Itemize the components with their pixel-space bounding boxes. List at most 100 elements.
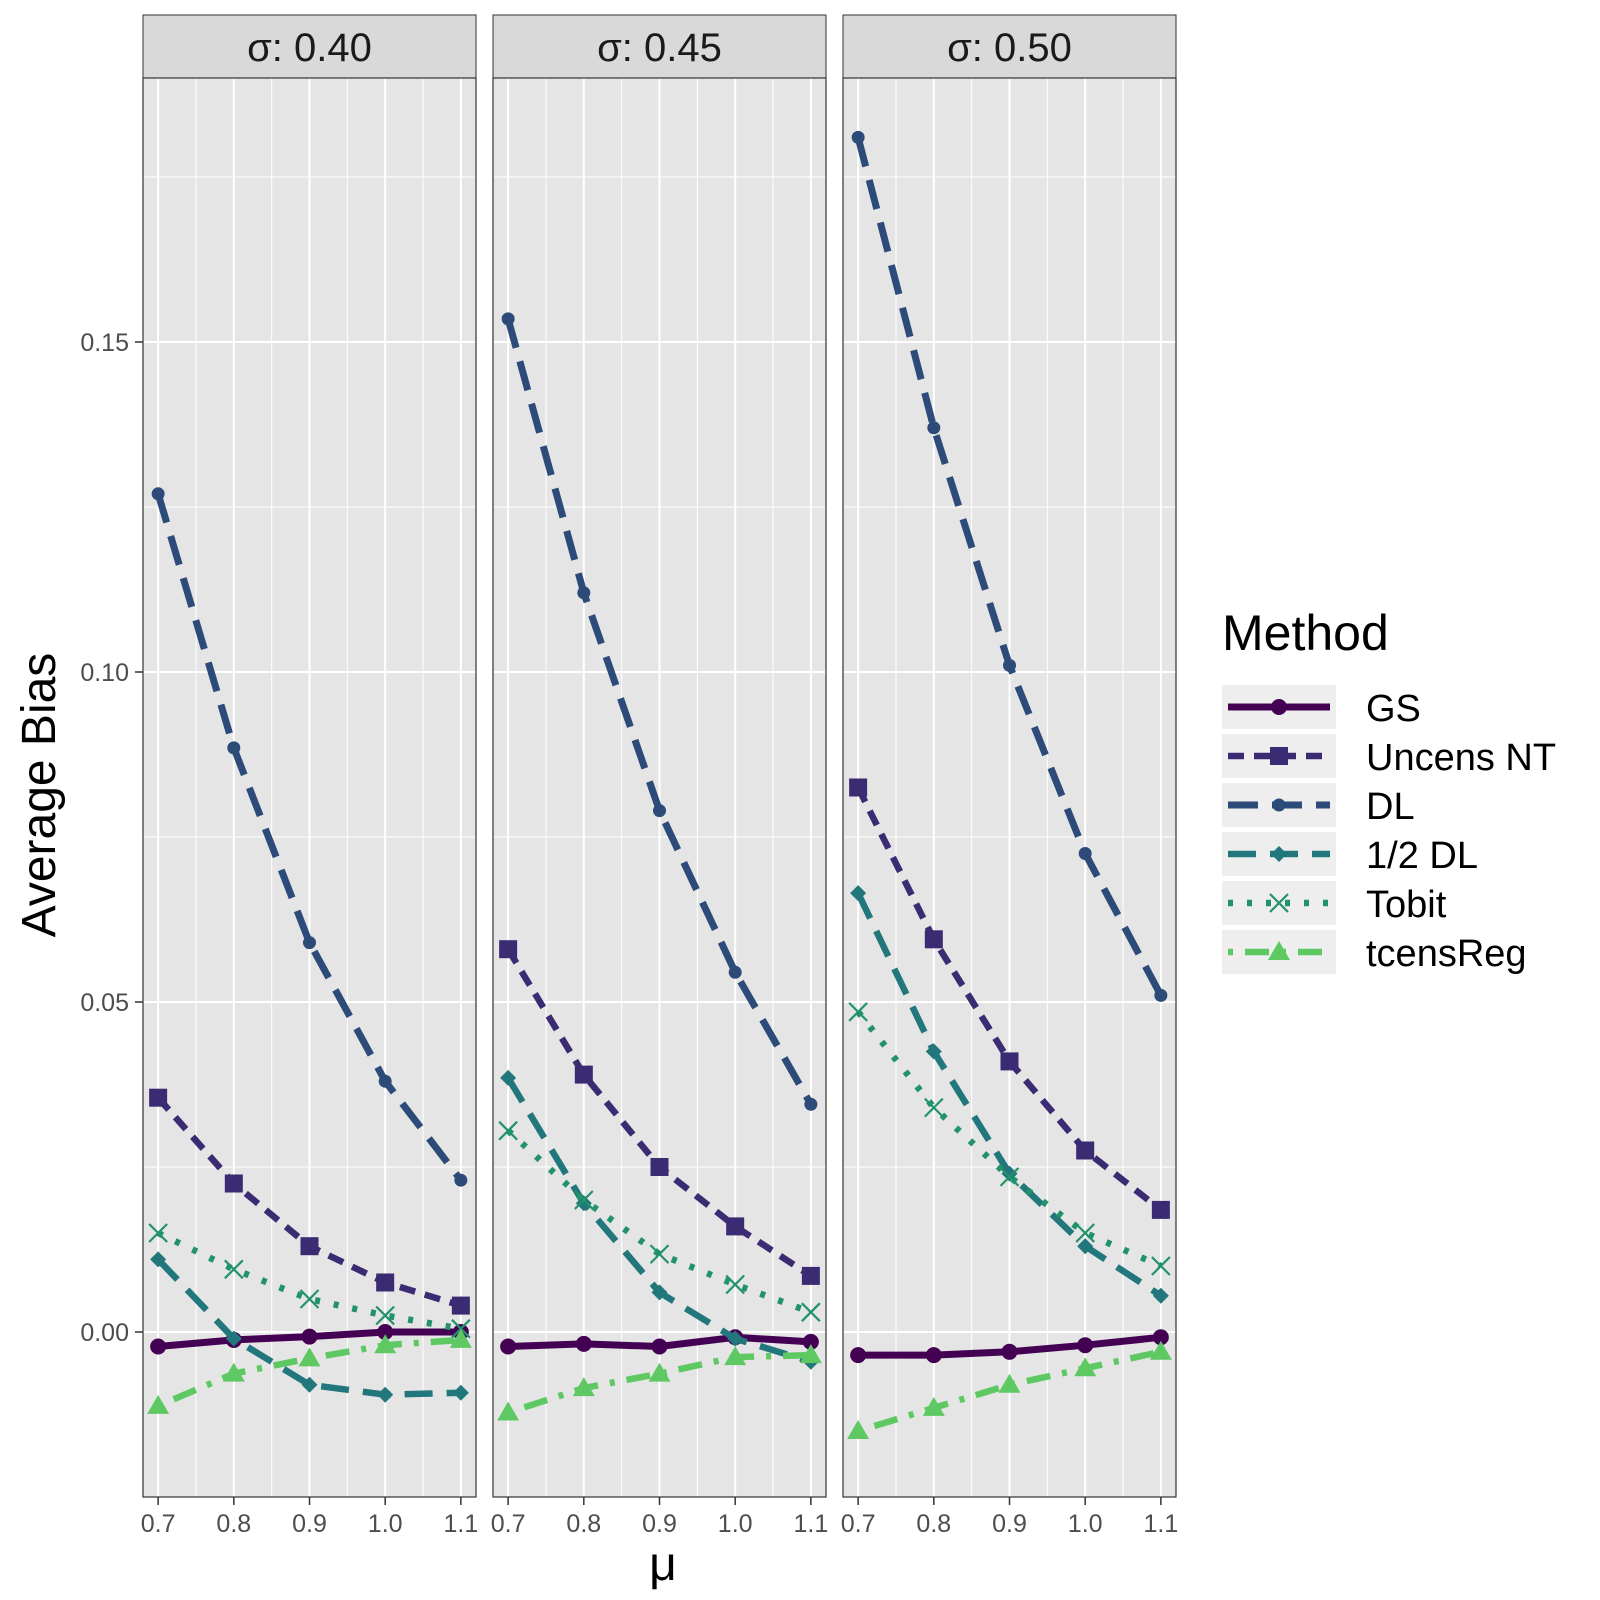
facet-strip-label: σ: 0.50 (947, 26, 1072, 70)
data-point-tobit (498, 1120, 518, 1141)
x-tick-label: 1.1 (1143, 1510, 1178, 1538)
series-dl (851, 130, 1168, 1002)
series-line-dl (504, 317, 814, 1107)
data-point-dl (1154, 988, 1168, 1002)
data-point-tcensreg (648, 1362, 671, 1382)
data-point-1-2-dl (925, 1043, 942, 1060)
series-line-dl (154, 492, 464, 1183)
x-tick-label: 0.9 (292, 1510, 327, 1538)
data-point-dl (1003, 658, 1016, 672)
data-point-uncens-nt (574, 1065, 593, 1084)
series-tobit (498, 1120, 821, 1322)
data-point-tobit (848, 1002, 868, 1022)
series-uncens-nt (499, 940, 820, 1285)
data-point-dl (1078, 847, 1092, 860)
x-tick-label: 0.8 (916, 1510, 951, 1538)
series-line-1-2-dl (155, 1257, 461, 1398)
data-point-dl (501, 312, 515, 326)
legend-item-tcensreg: tcensReg (1222, 930, 1527, 975)
data-point-tobit (1075, 1223, 1095, 1243)
series-tcensreg (847, 1340, 1172, 1439)
x-tick-label: 0.9 (992, 1510, 1027, 1538)
data-point-gs (150, 1338, 167, 1355)
legend-key-marker (1270, 747, 1288, 765)
data-point-uncens-nt (1151, 1200, 1170, 1219)
data-point-tcensreg (374, 1334, 397, 1354)
series-line-tcensreg (507, 1351, 811, 1416)
data-point-1-2-dl (1077, 1238, 1094, 1255)
data-point-gs (802, 1333, 819, 1350)
x-tick-label: 1.0 (718, 1510, 753, 1538)
data-point-dl (927, 421, 941, 435)
data-point-uncens-nt (149, 1088, 168, 1107)
legend: Method GS Uncens NT DL 1/2 DL Tobit tcensReg (1222, 605, 1556, 975)
data-point-uncens-nt (1000, 1052, 1019, 1071)
data-point-uncens-nt (849, 778, 868, 797)
x-tick-label: 0.8 (566, 1510, 601, 1538)
data-point-tobit (924, 1097, 944, 1118)
data-point-dl (804, 1097, 818, 1111)
facet-strip (142, 14, 477, 79)
legend-label: tcensReg (1366, 933, 1527, 975)
series-dl (151, 487, 468, 1187)
legend-key-marker (1271, 846, 1287, 862)
data-point-tobit (1151, 1256, 1171, 1276)
y-axis-title: Average Bias (13, 653, 66, 938)
series-tobit (848, 1002, 1171, 1276)
data-point-tobit (299, 1289, 320, 1309)
data-point-gs (850, 1347, 867, 1364)
data-point-tcensreg (1074, 1357, 1097, 1377)
series-line-tobit (855, 1009, 1163, 1269)
facet-strip-label: σ: 0.40 (247, 26, 372, 70)
facet-panel-3: σ: 0.50 0.7 0.8 0.9 1.0 1.1 (841, 14, 1178, 1538)
data-point-tobit (375, 1305, 395, 1326)
legend-key-marker (1271, 699, 1287, 715)
series-line-tobit (156, 1230, 462, 1332)
data-point-gs (1001, 1343, 1018, 1360)
facet-strip (842, 14, 1177, 79)
data-point-dl (728, 965, 742, 979)
data-point-dl (577, 586, 591, 600)
facet-panels: σ: 0.40 0.7 0.8 0.9 1.0 1.1 σ: 0.45 0.7 0.8 0.9 1.… (80, 14, 1178, 1538)
x-tick-label: 0.9 (642, 1510, 677, 1538)
data-point-dl (303, 936, 316, 950)
data-point-tobit (148, 1223, 168, 1243)
data-point-gs (925, 1347, 942, 1364)
facet-panel-1: σ: 0.40 0.7 0.8 0.9 1.0 1.1 (141, 14, 478, 1538)
data-point-tcensreg (1149, 1340, 1172, 1360)
legend-item-dl: DL (1222, 783, 1415, 828)
series-1-2-dl (850, 885, 1169, 1304)
series-dl (501, 312, 818, 1111)
data-point-tobit (801, 1302, 821, 1322)
x-tick-label: 1.0 (368, 1510, 403, 1538)
data-point-tcensreg (922, 1396, 945, 1416)
data-point-gs (651, 1338, 668, 1355)
data-point-1-2-dl (500, 1069, 517, 1086)
facet-panel-2: σ: 0.45 0.7 0.8 0.9 1.0 1.1 (491, 14, 828, 1538)
series-gs (500, 1329, 819, 1355)
data-point-dl (227, 741, 241, 755)
series-uncens-nt (149, 1088, 470, 1315)
data-point-tcensreg (497, 1401, 520, 1421)
legend-item-1-2-dl: 1/2 DL (1222, 832, 1478, 877)
legend-label: 1/2 DL (1366, 835, 1478, 877)
series-uncens-nt (849, 778, 1170, 1219)
data-point-1-2-dl (225, 1330, 242, 1347)
data-point-tobit (451, 1318, 471, 1339)
x-tick-label: 0.7 (841, 1510, 876, 1538)
data-point-1-2-dl (377, 1386, 394, 1403)
series-tcensreg (147, 1328, 472, 1414)
series-1-2-dl (150, 1251, 469, 1403)
data-point-uncens-nt (650, 1158, 669, 1176)
x-tick-label: 0.8 (216, 1510, 251, 1538)
y-tick-label: 0.15 (80, 329, 129, 357)
x-tick-label: 1.1 (443, 1510, 478, 1538)
legend-item-uncens-nt: Uncens NT (1222, 734, 1556, 779)
x-tick-label: 0.7 (141, 1510, 176, 1538)
data-point-1-2-dl (651, 1284, 668, 1301)
legend-item-tobit: Tobit (1222, 881, 1447, 926)
data-point-dl (151, 487, 165, 501)
data-point-tcensreg (147, 1394, 170, 1414)
series-gs (850, 1329, 1169, 1364)
